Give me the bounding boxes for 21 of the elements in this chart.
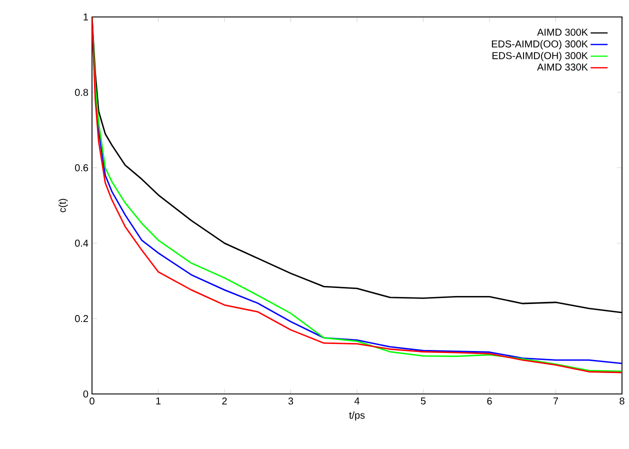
y-tick-label: 0 [83,390,88,398]
x-tick-label: 1 [156,398,161,404]
x-tick-label: 6 [487,398,492,405]
legend-label: AIMD 330K [537,64,588,71]
y-tick-label: 0.8 [75,88,88,96]
x-axis-title: t/ps [349,411,365,421]
y-axis-title: c(t) [58,198,68,212]
y-tick-label: 0.4 [75,240,88,247]
legend-label: AIMD 300K [537,28,588,36]
x-tick-label: 7 [554,398,558,404]
y-tick-label: 0.2 [75,315,88,322]
y-tick-label: 0.6 [75,164,88,172]
x-tick-label: 5 [420,398,426,404]
legend-label: EDS-AIMD(OO) 300K [492,40,588,50]
legend-label: EDS-AIMD(OH) 300K [492,52,588,62]
x-tick-label: 3 [288,398,294,405]
x-tick-label: 4 [354,398,360,404]
x-tick-label: 0 [90,398,94,405]
x-tick-label: 8 [620,398,624,405]
x-tick-label: 2 [222,398,227,404]
y-tick-label: 1 [84,14,88,20]
